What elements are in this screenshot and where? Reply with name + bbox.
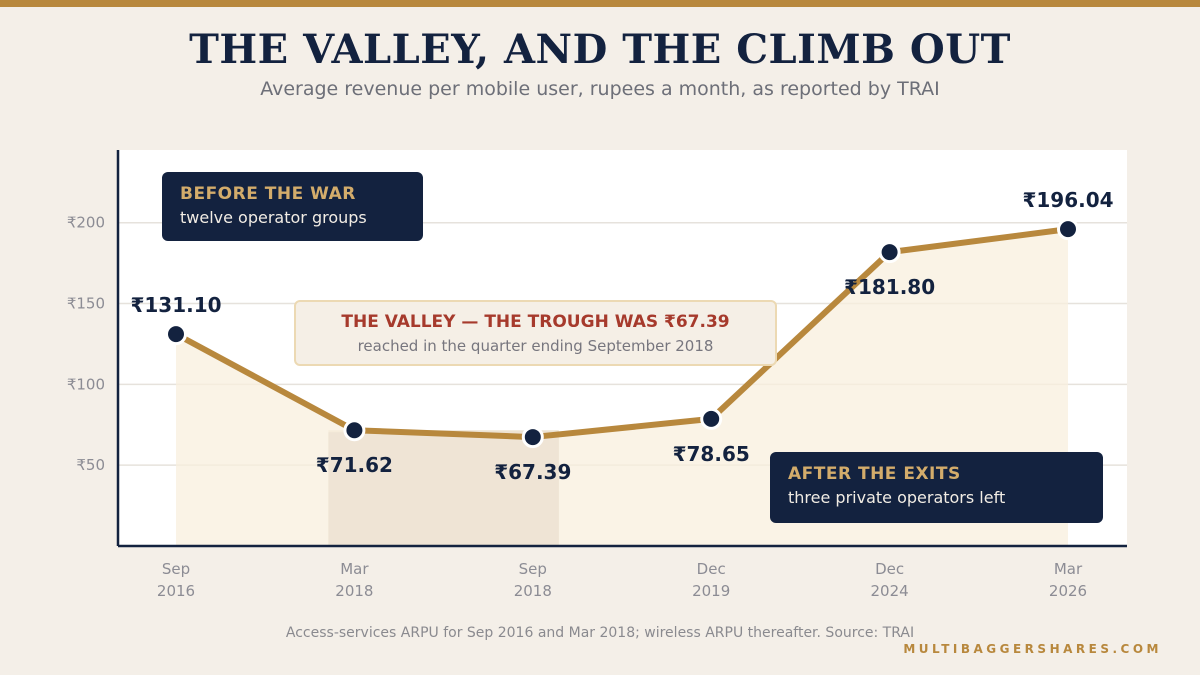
x-tick-label-month: Sep [519, 560, 547, 578]
data-label: ₹78.65 [673, 442, 750, 466]
y-tick-label: ₹200 [67, 214, 105, 232]
x-tick-label-month: Sep [162, 560, 190, 578]
x-tick-label-month: Dec [697, 560, 726, 578]
data-points [165, 218, 1079, 449]
series-polyline [173, 226, 1071, 441]
annotation-before-heading: BEFORE THE WAR [180, 184, 356, 204]
x-tick-labels: Sep 2016 Mar 2018 Sep 2018 Dec 2019 Dec 2024 Mar 20… [157, 560, 1087, 600]
x-tick-label-month: Dec [875, 560, 904, 578]
brand-wordmark: MULTIBAGGERSHARES.COM [903, 642, 1162, 656]
annotation-valley-text: reached in the quarter ending September … [357, 337, 714, 355]
source-footnote: Access-services ARPU for Sep 2016 and Ma… [285, 625, 915, 641]
data-point [343, 419, 366, 442]
x-tick-label-year: 2019 [692, 582, 730, 600]
x-tick-label-month: Mar [1054, 560, 1083, 578]
data-point [521, 426, 544, 449]
data-label: ₹131.10 [130, 293, 221, 317]
data-point [878, 241, 901, 264]
data-labels: ₹131.10 ₹71.62 ₹67.39 ₹78.65 ₹181.80 ₹196.04 [130, 188, 1113, 484]
x-tick-label-year: 2024 [871, 582, 909, 600]
x-tick-label-year: 2026 [1049, 582, 1087, 600]
chart-title: THE VALLEY, AND THE CLIMB OUT [189, 26, 1011, 73]
annotation-after-exits: AFTER THE EXITS three private operators … [770, 452, 1103, 523]
annotation-after-heading: AFTER THE EXITS [788, 464, 961, 484]
x-tick-label-year: 2018 [335, 582, 373, 600]
top-accent-bar [0, 0, 1200, 7]
annotation-valley: THE VALLEY — THE TROUGH WAS ₹67.39 reach… [294, 300, 777, 366]
data-label: ₹67.39 [494, 460, 571, 484]
y-tick-label: ₹150 [67, 295, 105, 313]
annotation-after-text: three private operators left [788, 488, 1006, 507]
y-tick-label: ₹50 [76, 456, 105, 474]
y-tick-labels: ₹50 ₹100 ₹150 ₹200 [67, 214, 105, 474]
x-tick-label-month: Mar [340, 560, 369, 578]
data-label: ₹181.80 [844, 275, 935, 299]
x-tick-label-year: 2018 [514, 582, 552, 600]
annotation-valley-heading: THE VALLEY — THE TROUGH WAS ₹67.39 [341, 312, 730, 332]
data-point [165, 323, 187, 346]
annotation-before-text: twelve operator groups [180, 208, 367, 227]
series-line [173, 226, 1071, 441]
annotation-before-war: BEFORE THE WAR twelve operator groups [162, 172, 423, 241]
data-label: ₹196.04 [1022, 188, 1113, 212]
valley-band-overlay [328, 432, 559, 546]
y-tick-label: ₹100 [67, 375, 105, 393]
data-label: ₹71.62 [316, 453, 393, 477]
data-point [700, 407, 723, 430]
x-tick-label-year: 2016 [157, 582, 195, 600]
chart-subtitle: Average revenue per mobile user, rupees … [260, 78, 940, 100]
data-point [1057, 218, 1079, 241]
